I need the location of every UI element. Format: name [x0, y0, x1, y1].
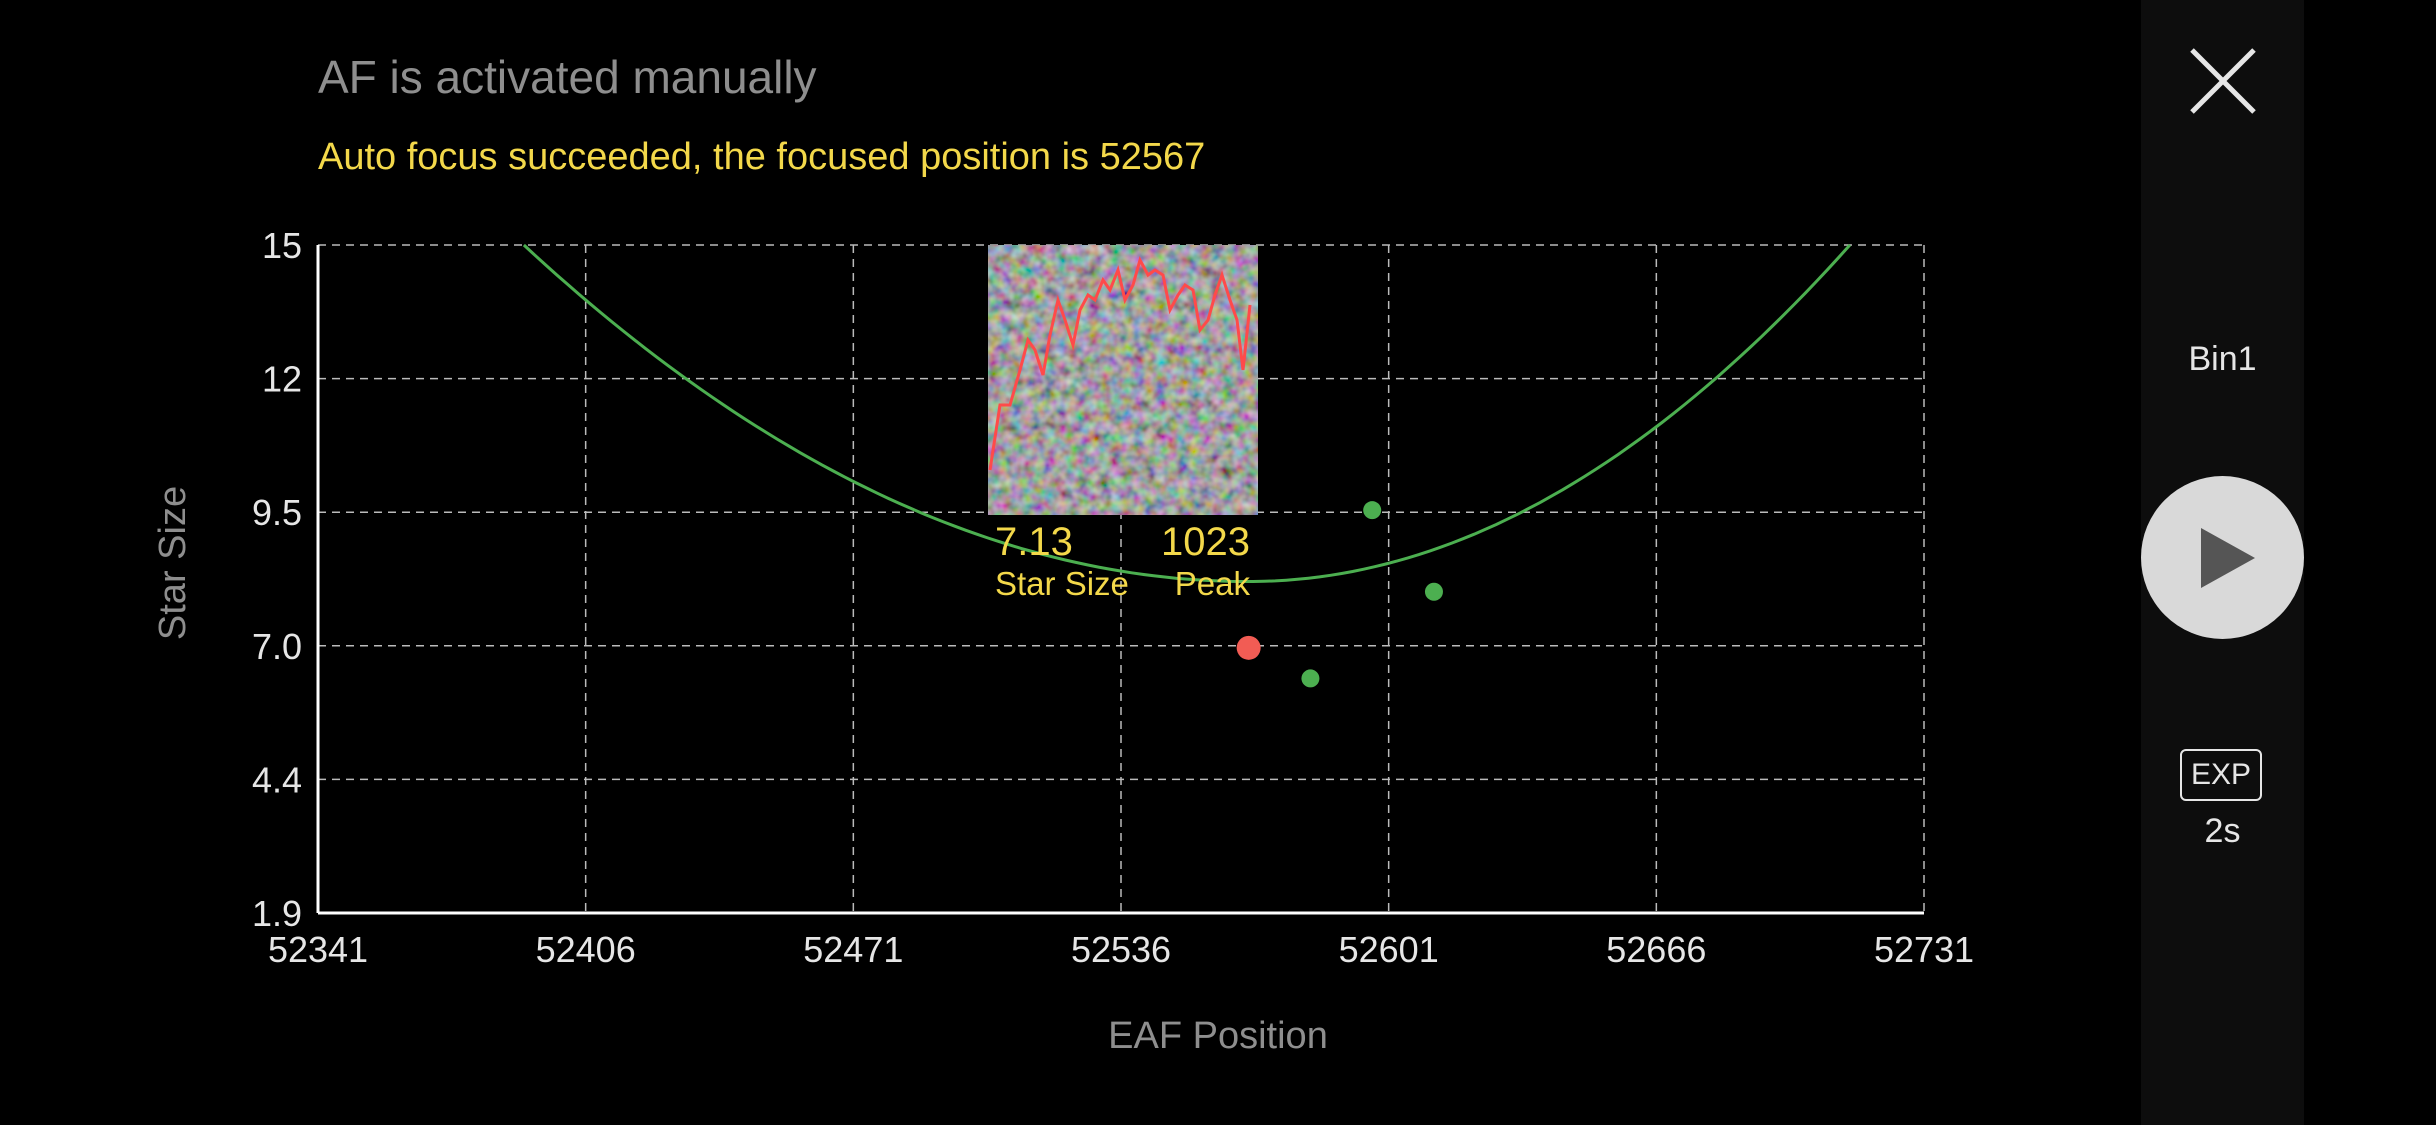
y-tick-label: 4.4: [252, 759, 302, 800]
current-focus-point: [1236, 635, 1261, 660]
star-profile-line: [988, 255, 1252, 471]
y-tick-labels: 15 12 9.5 7.0 4.4 1.9: [252, 225, 302, 934]
star-preview: 7.13 1023 Star Size Peak: [988, 245, 1258, 602]
y-tick-label: 12: [262, 359, 302, 400]
focus-status-message: Auto focus succeeded, the focused positi…: [318, 136, 1206, 178]
star-size-value: 7.13: [995, 520, 1073, 564]
x-tick-label: 52471: [803, 929, 903, 970]
x-tick-label: 52731: [1874, 929, 1974, 970]
x-tick-labels: 52341 52406 52471 52536 52601 52666 52731: [268, 929, 1974, 970]
autofocus-chart: 15 12 9.5 7.0 4.4 1.9 52341 52406 52471 52536 526…: [152, 225, 1974, 1057]
bin-setting[interactable]: Bin1: [2188, 340, 2257, 378]
exposure-button[interactable]: EXP: [2180, 749, 2262, 801]
data-point: [1301, 669, 1320, 688]
data-points: [1236, 501, 1443, 688]
star-size-label: Star Size: [995, 565, 1129, 602]
y-tick-label: 1.9: [252, 893, 302, 934]
y-axis-label: Star Size: [152, 486, 194, 640]
close-button[interactable]: [2186, 44, 2260, 118]
x-tick-label: 52601: [1339, 929, 1439, 970]
close-icon-stroke: [2190, 48, 2256, 114]
y-tick-label: 9.5: [252, 492, 302, 533]
peak-value: 1023: [1161, 520, 1250, 564]
y-tick-label: 7.0: [252, 626, 302, 667]
data-point: [1363, 501, 1382, 520]
x-axis-label: EAF Position: [1108, 1015, 1328, 1057]
page-title: AF is activated manually: [318, 51, 817, 103]
x-tick-label: 52536: [1071, 929, 1171, 970]
x-tick-label: 52406: [536, 929, 636, 970]
x-tick-label: 52666: [1606, 929, 1706, 970]
fit-curve: [522, 243, 1852, 583]
play-icon: [2201, 528, 2255, 588]
start-autofocus-button[interactable]: [2141, 476, 2304, 639]
peak-label: Peak: [1175, 565, 1251, 602]
x-tick-label: 52341: [268, 929, 368, 970]
data-point: [1424, 582, 1443, 601]
y-tick-label: 15: [262, 225, 302, 266]
exposure-value: 2s: [2204, 812, 2241, 850]
